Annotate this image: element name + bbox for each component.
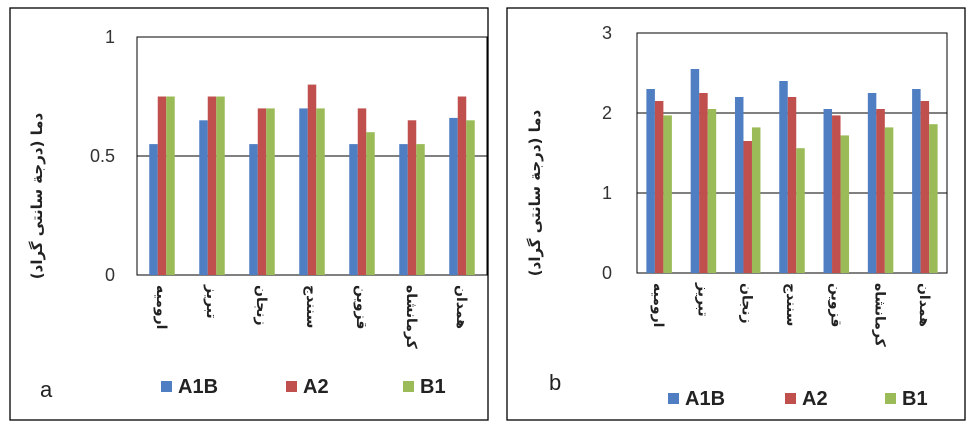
legend-swatch-A2 xyxy=(286,381,297,392)
x-tick-label: تبریز xyxy=(203,284,219,319)
bar-A1B-2 xyxy=(249,144,258,275)
legend-label: A1B xyxy=(178,376,218,398)
bar-B1-0 xyxy=(166,96,175,275)
legend-label: B1 xyxy=(420,376,446,398)
bar-B1-5 xyxy=(416,144,425,275)
bar-A2-2 xyxy=(743,141,752,273)
bar-B1-0 xyxy=(663,115,672,274)
bar-A1B-0 xyxy=(646,89,655,273)
bar-B1-1 xyxy=(707,109,717,273)
panel-a: 0 0.5 1 دما (درجة سانتی گراد) ارومیه تبریز زنج… xyxy=(9,7,489,421)
bar-A1B-6 xyxy=(449,117,458,275)
x-tick-label: کرمانشاه xyxy=(403,285,419,350)
legend-label: B1 xyxy=(902,388,928,410)
panel-letter: b xyxy=(549,370,561,395)
bar-B1-6 xyxy=(466,120,475,275)
panel-frame xyxy=(9,7,489,421)
bar-B1-4 xyxy=(366,132,375,275)
bar-A2-1 xyxy=(699,93,708,273)
panel-letter: a xyxy=(40,377,53,402)
x-tick-label: زنجان xyxy=(739,283,755,324)
x-tick-label: همدان xyxy=(453,285,469,329)
legend-label: A2 xyxy=(802,388,828,410)
legend-swatch-B1 xyxy=(885,393,896,404)
bar-A1B-6 xyxy=(912,89,921,273)
x-tick-label: ارومیه xyxy=(153,285,169,329)
x-tick-label: قزوین xyxy=(353,285,369,329)
y-tick-label: 3 xyxy=(602,23,612,43)
y-tick-label: 1 xyxy=(602,183,612,203)
x-tick-label: ارومیه xyxy=(650,283,666,327)
y-tick-label: 0.5 xyxy=(90,146,115,166)
x-tick-label: سنندج xyxy=(303,285,319,328)
x-tick-label: زنجان xyxy=(253,285,269,326)
bar-A1B-3 xyxy=(779,81,788,273)
x-tick-label: همدان xyxy=(916,283,932,327)
legend-swatch-B1 xyxy=(403,381,414,392)
bar-A1B-0 xyxy=(149,144,158,275)
bar-A1B-4 xyxy=(349,144,358,275)
x-tick-label: کرمانشاه xyxy=(872,283,888,348)
bar-A2-6 xyxy=(457,96,467,275)
legend-label: A2 xyxy=(303,376,329,398)
bar-A1B-1 xyxy=(199,120,208,275)
bar-B1-1 xyxy=(216,96,225,275)
x-tick-label: قزوین xyxy=(827,283,843,327)
bar-B1-3 xyxy=(796,148,805,273)
bar-A2-2 xyxy=(257,108,267,276)
panel-b: 0 1 2 3 دما (درجة سانتی گراد) ارومیه تبریز زنجا… xyxy=(506,7,966,421)
bar-A1B-1 xyxy=(690,69,700,273)
bar-A1B-2 xyxy=(734,97,744,273)
y-tick-label: 0 xyxy=(602,263,612,283)
bar-A2-4 xyxy=(357,108,367,276)
legend-swatch-A1B xyxy=(668,393,679,404)
bar-A2-3 xyxy=(787,97,797,273)
bar-A2-6 xyxy=(920,101,930,273)
bar-B1-4 xyxy=(840,135,850,273)
bar-A1B-5 xyxy=(867,93,877,273)
y-tick-label: 2 xyxy=(602,103,612,123)
x-tick-label: سنندج xyxy=(783,283,799,326)
bar-B1-6 xyxy=(929,124,938,273)
bar-B1-2 xyxy=(266,108,275,276)
bar-A1B-5 xyxy=(399,144,408,275)
bar-B1-5 xyxy=(884,127,894,274)
bar-A1B-4 xyxy=(823,109,833,273)
legend-swatch-A2 xyxy=(785,393,796,404)
panel-frame xyxy=(506,7,966,421)
bar-A2-0 xyxy=(157,96,167,275)
bar-A2-4 xyxy=(832,115,841,274)
y-axis-label: دما (درجة سانتی گراد) xyxy=(526,109,544,276)
y-tick-label: 0 xyxy=(105,265,115,285)
y-axis-label: دما (درجة سانتی گراد) xyxy=(28,112,46,279)
legend-swatch-A1B xyxy=(161,381,172,392)
bar-A2-5 xyxy=(407,120,417,275)
x-tick-label: تبریز xyxy=(694,282,710,317)
bar-A2-5 xyxy=(876,109,885,273)
bar-A2-1 xyxy=(207,96,217,275)
bar-A2-3 xyxy=(307,84,317,275)
bar-B1-3 xyxy=(316,108,325,276)
y-tick-label: 1 xyxy=(105,27,115,47)
bar-B1-2 xyxy=(751,127,761,274)
bar-A2-0 xyxy=(654,101,664,273)
legend-label: A1B xyxy=(685,388,725,410)
bar-A1B-3 xyxy=(299,108,308,276)
